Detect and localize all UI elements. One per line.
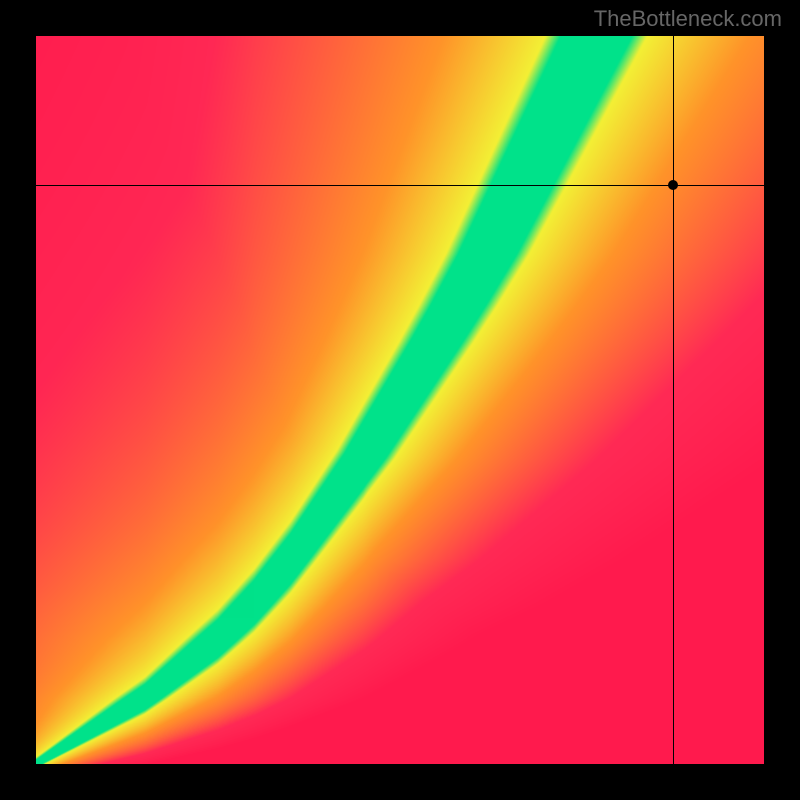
- crosshair-vertical: [673, 36, 674, 764]
- heatmap-canvas: [36, 36, 764, 764]
- watermark-text: TheBottleneck.com: [594, 6, 782, 32]
- plot-area: [36, 36, 764, 764]
- crosshair-horizontal: [36, 185, 764, 186]
- crosshair-marker: [668, 180, 678, 190]
